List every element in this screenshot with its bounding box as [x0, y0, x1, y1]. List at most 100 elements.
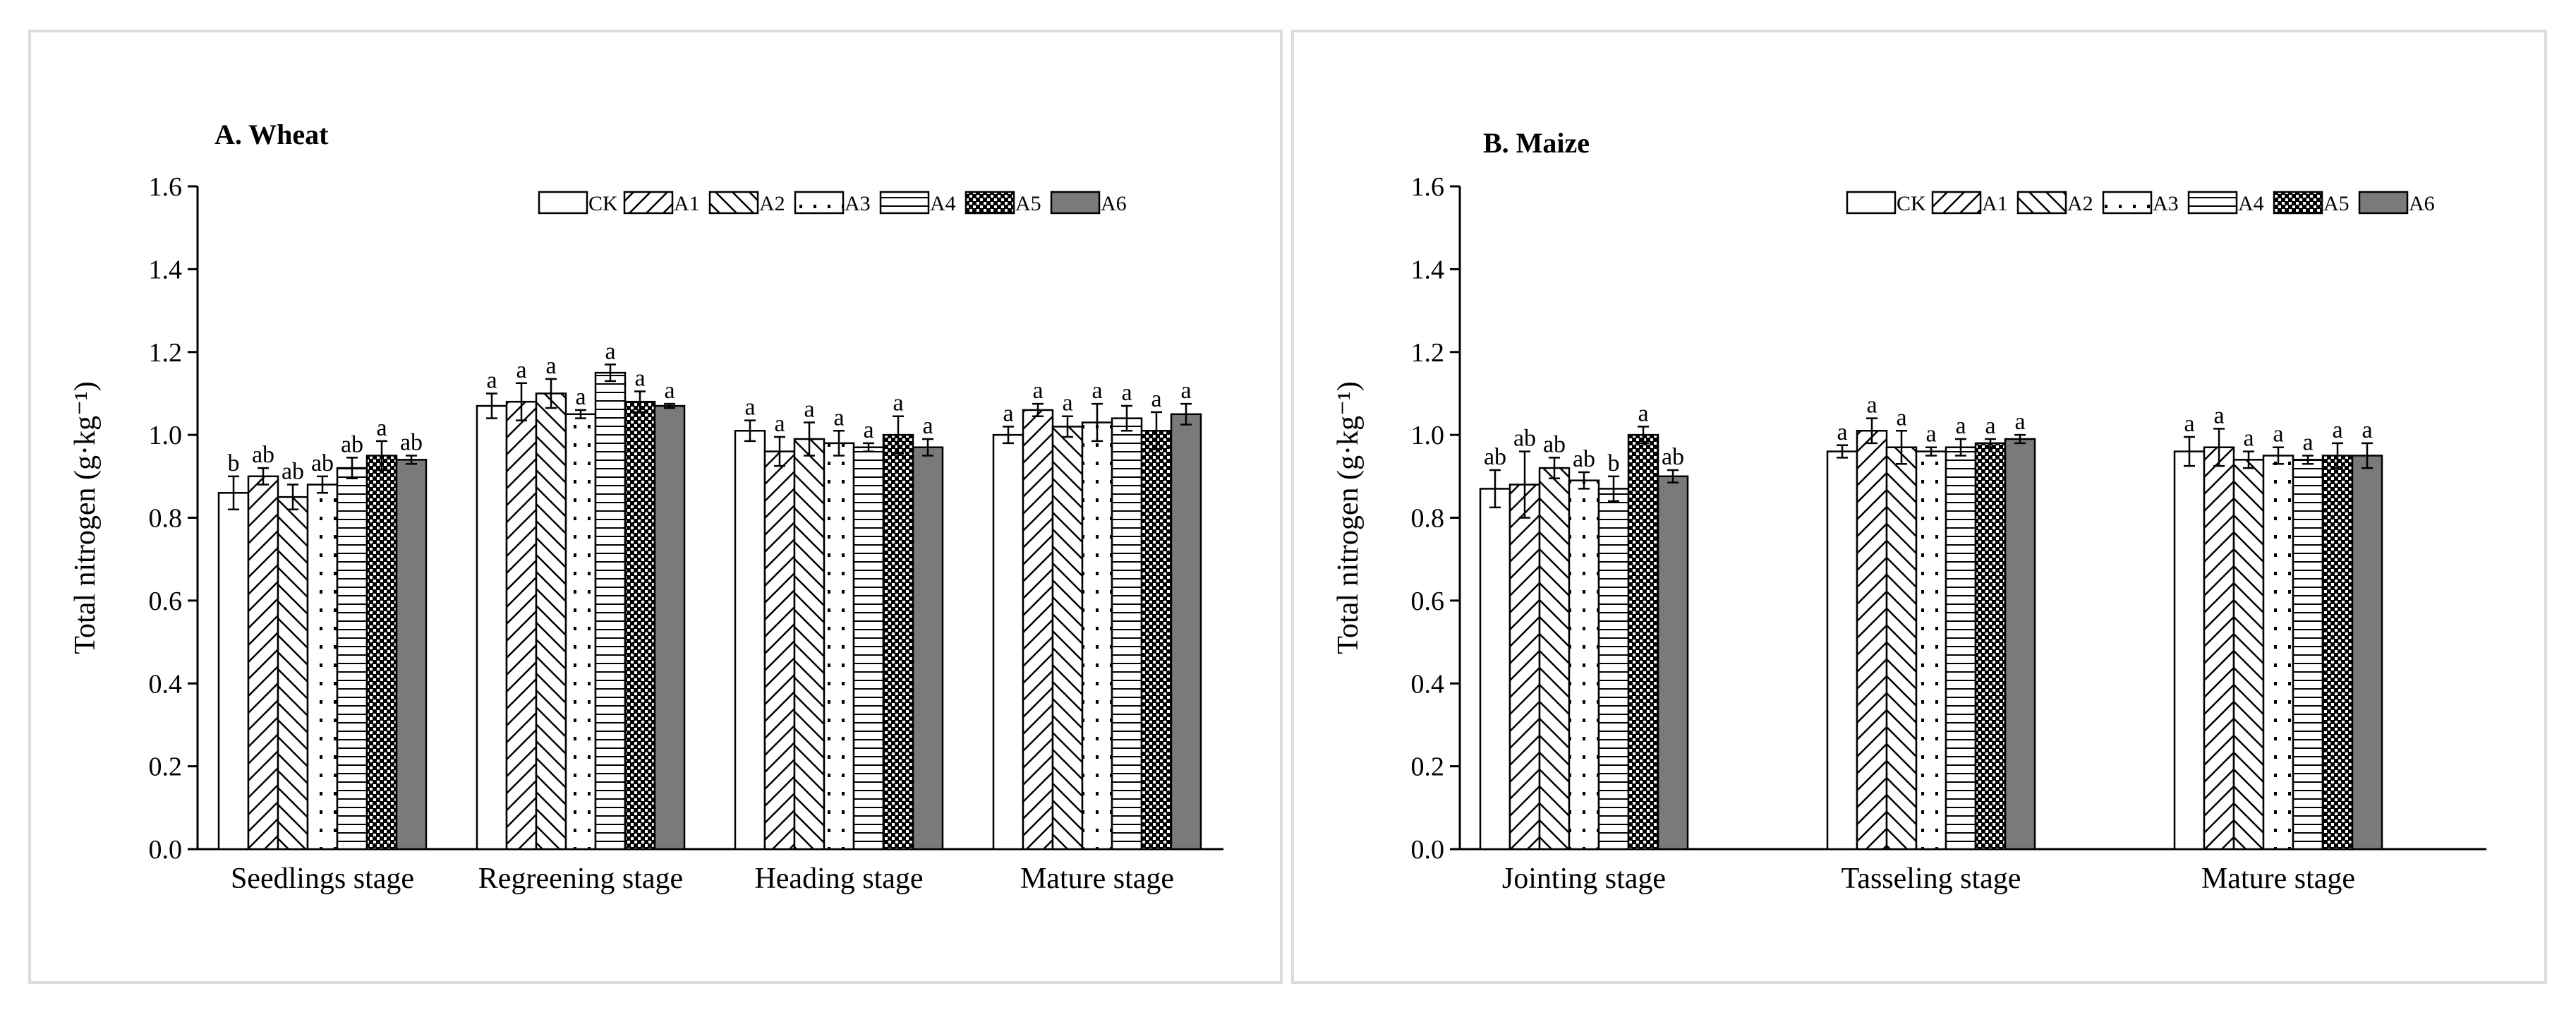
error-bar: [1638, 426, 1649, 445]
significance-letter: a: [605, 338, 615, 364]
bar-ck: [734, 430, 766, 851]
bar-ck: [1826, 450, 1858, 851]
legend-swatch-a5: [2273, 191, 2323, 215]
bar-a6: [1170, 413, 1202, 851]
legend-swatch-a1: [623, 191, 674, 215]
error-bar: [922, 438, 933, 457]
significance-letter: a: [1062, 390, 1072, 416]
legend-swatch-a3: [794, 191, 845, 215]
error-bar: [1003, 426, 1014, 445]
bar-a2: [793, 438, 826, 851]
significance-letter: a: [1092, 378, 1102, 404]
significance-letter: a: [545, 353, 556, 379]
significance-letter: a: [2014, 409, 2025, 435]
legend-label: A2: [759, 192, 785, 215]
legend-swatch-ck: [538, 191, 588, 215]
bar-a5: [1627, 433, 1659, 851]
error-bar: [1549, 457, 1560, 479]
legend-swatch-a4: [879, 191, 930, 215]
bar-a4: [852, 446, 885, 851]
error-bar: [1519, 450, 1530, 519]
y-tick-label: 1.2: [149, 338, 183, 368]
error-bar: [1092, 402, 1103, 443]
wheat-chart: A. Wheat 0.0 0.2 0.4 0.6 0.8 1.0 1.2 1.4 1.6 Tota…: [69, 119, 1223, 895]
significance-letter: ab: [311, 450, 334, 476]
significance-letter: a: [1638, 400, 1648, 426]
significance-letter: a: [1896, 404, 1906, 431]
significance-letter: a: [2302, 429, 2313, 455]
y-axis-label: Total nitrogen (g·kg⁻¹): [69, 381, 102, 654]
significance-letter: ab: [1573, 446, 1595, 472]
error-bar: [2302, 455, 2314, 465]
error-bar: [2213, 428, 2225, 467]
error-bar: [1837, 444, 1848, 459]
error-bar: [664, 402, 675, 409]
significance-letter: ab: [1513, 426, 1536, 452]
bar-a4: [1945, 446, 1977, 851]
bar-a6: [2351, 455, 2383, 851]
bar-a4: [1111, 417, 1143, 851]
bar-a3: [306, 484, 339, 851]
bar-a1: [763, 450, 796, 851]
significance-letter: a: [1151, 386, 1161, 412]
chart-title: B. Maize: [1483, 127, 1590, 159]
legend-swatch-a6: [1050, 191, 1101, 215]
error-bar: [605, 364, 616, 383]
chart-title: A. Wheat: [214, 119, 329, 150]
error-bar: [287, 484, 298, 511]
bar-a4: [2292, 459, 2324, 851]
legend-label: A4: [930, 192, 956, 215]
error-bar: [1578, 471, 1590, 490]
bar-ck: [1479, 488, 1511, 851]
error-bar: [2184, 436, 2195, 467]
bar-a5: [2321, 455, 2354, 851]
bar-a2: [2232, 459, 2265, 851]
error-bar: [1955, 438, 1966, 457]
bar-a4: [1597, 488, 1630, 851]
significance-letter: ab: [1484, 444, 1506, 470]
bar-a3: [1081, 421, 1113, 851]
legend-swatch-ck: [1846, 191, 1897, 215]
significance-letter: a: [2273, 421, 2283, 448]
legend-swatch-a1: [1931, 191, 1982, 215]
maize-panel: B. Maize 0.0 0.2 0.4 0.6 0.8 1.0 1.2 1.4 1.6 Tota…: [1291, 30, 2547, 984]
bar-a2: [1051, 426, 1084, 851]
significance-letter: b: [1608, 450, 1620, 476]
error-bar: [863, 442, 874, 452]
x-category-label: Regreening stage: [478, 863, 683, 895]
bar-a3: [2262, 455, 2294, 851]
legend-swatch-a6: [2358, 191, 2409, 215]
error-bar: [1667, 469, 1679, 484]
legend-label: A6: [2409, 192, 2435, 215]
significance-letter: a: [922, 413, 933, 439]
bar-a6: [1657, 475, 1689, 851]
y-tick-label: 0.6: [1411, 587, 1445, 616]
significance-letter: a: [1866, 392, 1877, 419]
bar-ck: [992, 433, 1024, 851]
error-bar: [346, 457, 358, 479]
y-tick-label: 0.4: [149, 669, 183, 699]
legend-swatch-a4: [2187, 191, 2238, 215]
error-bar: [1489, 469, 1501, 509]
y-tick-label: 1.6: [149, 172, 183, 202]
error-bar: [2362, 442, 2373, 469]
y-tick-label: 1.0: [1411, 421, 1445, 450]
significance-letter: a: [1032, 378, 1043, 404]
significance-letter: a: [2362, 417, 2372, 443]
y-tick-label: 0.0: [149, 835, 183, 865]
error-bar: [893, 415, 904, 455]
error-bar: [486, 392, 497, 419]
significance-letter: a: [2332, 417, 2342, 443]
significance-letter: a: [376, 415, 387, 441]
significance-letter: a: [634, 366, 645, 392]
bar-a5: [365, 455, 398, 851]
wheat-panel: A. Wheat 0.0 0.2 0.4 0.6 0.8 1.0 1.2 1.4 1.6 Tota…: [28, 30, 1283, 984]
error-bar: [1151, 411, 1162, 450]
significance-letter: a: [1121, 380, 1132, 406]
significance-letter: ab: [1662, 444, 1684, 470]
y-axis-label: Total nitrogen (g·kg⁻¹): [1332, 381, 1365, 654]
error-bar: [774, 436, 785, 467]
legend-swatch-a2: [708, 191, 759, 215]
legend-label: A5: [1015, 192, 1041, 215]
error-bar: [1062, 415, 1073, 438]
